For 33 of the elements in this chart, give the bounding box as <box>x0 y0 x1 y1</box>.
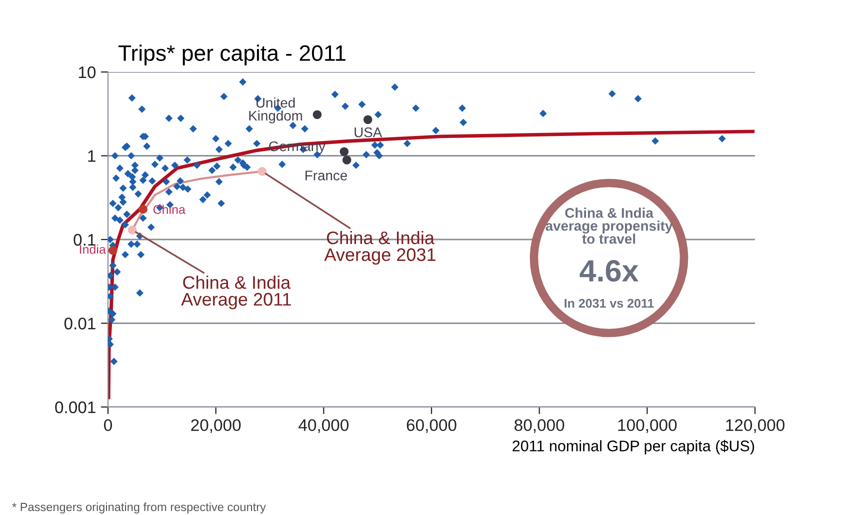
text: * Passengers originating from respective country <box>12 502 266 514</box>
point <box>340 147 349 156</box>
chart-title: Trips* per capita - 2011 <box>118 44 346 66</box>
x-tick-label: 20,000 <box>191 419 241 434</box>
point <box>128 226 137 234</box>
y-tick-label: 1 <box>88 150 96 162</box>
x-tick-label: 40,000 <box>298 419 349 434</box>
point <box>108 246 118 255</box>
point <box>258 167 267 176</box>
point <box>342 156 352 164</box>
annotation: 4.6x <box>580 260 639 282</box>
point <box>312 110 322 119</box>
annotation: China & India average propensity to travel <box>546 208 673 244</box>
annotation: In 2031 vs 2011 <box>564 298 654 308</box>
x-tick-label: 80,000 <box>514 419 564 434</box>
point <box>138 204 148 214</box>
annotation: China & India Average 2011 <box>181 276 291 310</box>
x-axis-title: 2011 nominal GDP per capita ($US) <box>512 440 754 454</box>
annotation: India <box>80 244 106 254</box>
y-tick-label: 0.1 <box>74 234 96 246</box>
y-tick-label: 0.001 <box>55 401 96 414</box>
annotation: France <box>306 170 348 180</box>
x-tick-label: 120,000 <box>726 419 784 434</box>
y-tick-label: 10 <box>78 66 96 78</box>
x-tick-label: 0 <box>104 419 112 432</box>
point <box>363 115 372 124</box>
annotation: China & India Average 2031 <box>324 230 436 265</box>
annotation: United Kingdom <box>249 97 302 124</box>
annotation: USA <box>354 127 382 138</box>
x-tick-label: 100,000 <box>618 419 677 434</box>
y-tick-label: 0.01 <box>64 318 96 330</box>
annotation: China <box>153 204 186 214</box>
x-tick-label: 60,000 <box>406 419 456 434</box>
